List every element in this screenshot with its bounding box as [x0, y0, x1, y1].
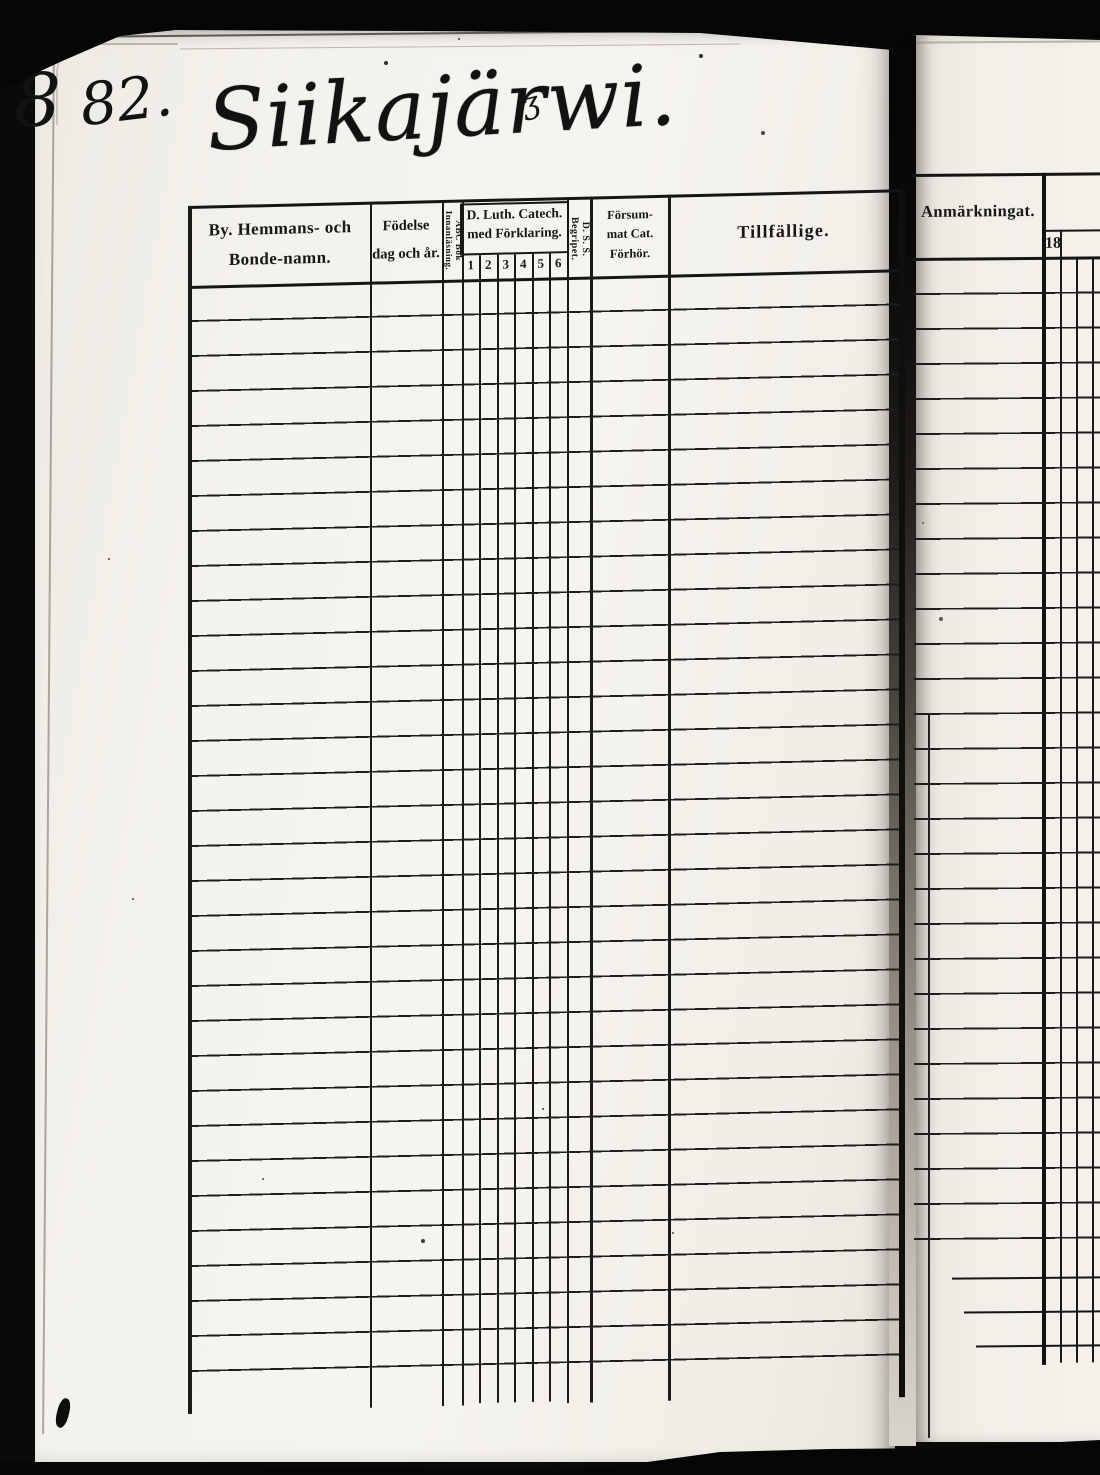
table-right-border — [899, 189, 905, 1398]
page-corner-crease — [56, 43, 178, 125]
grade-1: 1 — [467, 257, 475, 273]
year-cell-top-border — [1042, 229, 1100, 232]
right-record-table: Anmärkningat. 18 — [912, 172, 1100, 1450]
right-partial-row-3 — [976, 1344, 1100, 1348]
right-partial-row-1 — [952, 1276, 1100, 1280]
header-missed-line2: mat Cat. — [606, 226, 654, 242]
header-name-line2: Bonde-namn. — [228, 247, 332, 270]
grade-3: 3 — [502, 256, 510, 272]
header-catechism-column: D. Luth. Catech. med Förklaring. — [462, 205, 567, 243]
header-name-line1: By. Hemmans- och — [208, 217, 352, 240]
header-grade-numbers: 1 2 3 4 5 6 — [462, 255, 567, 273]
header-missed-line1: Försum- — [607, 207, 653, 223]
right-table-row-lines — [914, 258, 1100, 1252]
right-partial-row-2 — [964, 1310, 1100, 1314]
header-birth-line2: dag och år. — [372, 245, 440, 263]
grade-5: 5 — [537, 255, 545, 271]
header-comprehension-column: D. S. S. Begripet. — [568, 199, 591, 280]
header-missed-line3: Förhör. — [609, 245, 651, 261]
header-birth-line1: Födelse — [382, 217, 430, 235]
header-remarks-column: Anmärkningat. — [921, 200, 1035, 221]
header-comprehension-line2: Begripet. — [569, 216, 580, 261]
right-table-top-border — [912, 172, 1100, 177]
header-catechism-line2: med Förklaring. — [467, 224, 562, 242]
left-record-table: By. Hemmans- och Bonde-namn. Födelse dag… — [188, 189, 905, 1420]
header-birth-column: Födelse dag och år. — [371, 216, 441, 264]
header-year-prefix: 18 — [1045, 234, 1061, 252]
grade-4: 4 — [520, 256, 527, 272]
header-name-column: By. Hemmans- och Bonde-namn. — [192, 216, 368, 272]
header-missed-column: Försum- mat Cat. Förhör. — [592, 205, 668, 265]
header-occasional-column: Tillfällige. — [737, 219, 830, 243]
header-reading-line2: Innanläsning. — [444, 211, 454, 271]
grade-6: 6 — [555, 255, 562, 271]
grade-2: 2 — [485, 256, 492, 273]
page-number: 82. — [76, 60, 177, 140]
header-comprehension-line1: D. S. S. — [580, 221, 591, 257]
header-catechism-line1: D. Luth. Catech. — [466, 205, 563, 223]
table-row-lines — [191, 270, 899, 1373]
